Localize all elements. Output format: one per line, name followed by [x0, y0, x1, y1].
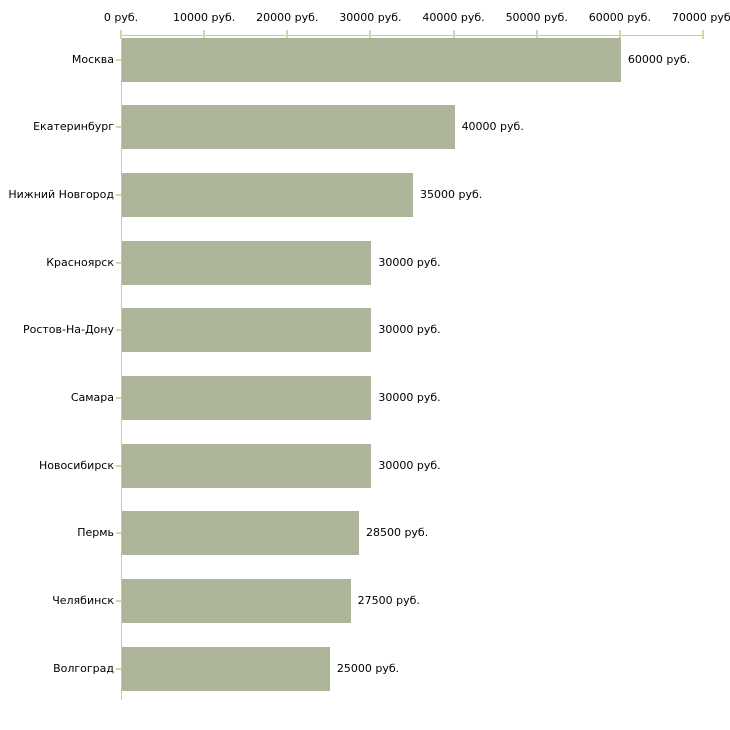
category-label: Екатеринбург [33, 120, 114, 134]
x-axis-tick-label: 10000 руб. [173, 11, 236, 24]
bar [122, 511, 359, 556]
category-label: Москва [71, 52, 114, 66]
x-axis-tick-label: 50000 руб. [505, 11, 568, 24]
value-label: 27500 руб. [357, 594, 420, 608]
x-axis-tick [203, 30, 206, 39]
y-axis-tick [116, 58, 121, 61]
bar [122, 646, 330, 691]
category-label: Новосибирск [38, 458, 114, 472]
bar [122, 172, 413, 217]
x-axis-tick [618, 30, 621, 39]
x-axis-tick-label: 30000 руб. [339, 11, 402, 24]
x-axis-tick-label: 0 руб. [103, 11, 139, 24]
category-label: Волгоград [53, 661, 114, 675]
category-label: Пермь [77, 526, 114, 540]
x-axis-tick [286, 30, 289, 39]
x-axis-tick [702, 30, 704, 39]
category-label: Самара [70, 391, 114, 404]
value-label: 30000 руб. [378, 255, 441, 269]
y-axis-tick [116, 126, 121, 129]
x-axis-tick-label: 60000 руб. [588, 11, 651, 24]
category-label: Ростов-На-Дону [22, 323, 114, 337]
bar [122, 579, 351, 624]
y-axis-tick [116, 261, 121, 264]
bar [122, 308, 372, 353]
value-label: 30000 руб. [378, 323, 441, 337]
x-axis-tick [535, 30, 538, 39]
value-label: 60000 руб. [627, 52, 691, 66]
x-axis-tick-label: 20000 руб. [256, 11, 319, 24]
bar [122, 105, 455, 150]
bar [122, 443, 372, 488]
y-axis-tick [116, 193, 121, 196]
value-label: 30000 руб. [378, 458, 441, 472]
x-axis-tick-label: 70000 руб. [671, 11, 730, 24]
y-axis-tick [116, 600, 121, 603]
bar [122, 240, 372, 285]
x-axis-tick [452, 30, 455, 39]
x-axis-line [121, 35, 703, 36]
value-label: 28500 руб. [365, 526, 429, 540]
y-axis-tick [116, 397, 121, 399]
y-axis-tick [116, 532, 121, 535]
y-axis-tick [116, 329, 121, 332]
y-axis-line [121, 35, 122, 700]
value-label: 40000 руб. [461, 120, 524, 134]
y-axis-tick [116, 464, 121, 467]
bar [122, 37, 621, 82]
y-axis-tick [116, 667, 121, 670]
x-axis-tick [369, 30, 372, 39]
x-axis-tick [120, 30, 122, 39]
category-label: Нижний Новгород [8, 187, 114, 201]
value-label: 25000 руб. [336, 661, 400, 675]
x-axis-tick-label: 40000 руб. [422, 11, 485, 24]
category-label: Челябинск [52, 594, 114, 608]
bar [122, 376, 372, 420]
value-label: 30000 руб. [378, 391, 441, 404]
value-label: 35000 руб. [420, 187, 483, 201]
category-label: Красноярск [46, 255, 114, 269]
